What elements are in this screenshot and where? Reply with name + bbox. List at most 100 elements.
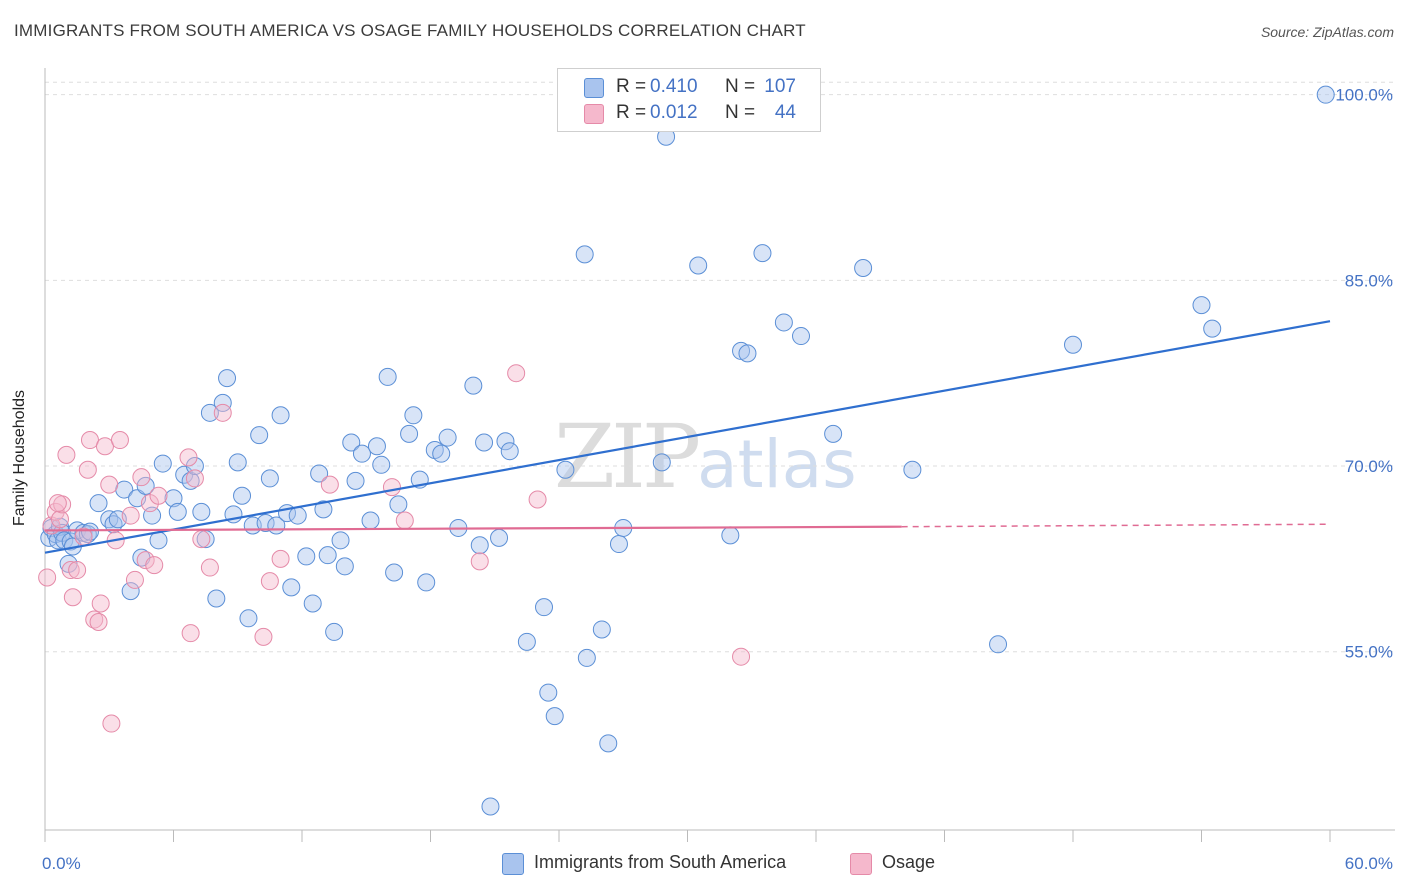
immigrants-point <box>1316 85 1335 104</box>
immigrants-point <box>342 433 361 452</box>
osage-point <box>125 570 144 589</box>
immigrants-point <box>282 578 301 597</box>
osage-point <box>181 624 200 643</box>
immigrants-point <box>417 573 436 592</box>
immigrants-point <box>470 536 489 555</box>
immigrants-point <box>517 632 536 651</box>
x-tick-label: 0.0% <box>42 854 81 873</box>
immigrants-point <box>575 245 594 264</box>
osage-point <box>260 572 279 591</box>
osage-point <box>89 613 108 632</box>
x-tick-label: 60.0% <box>1345 854 1393 873</box>
osage-point <box>507 364 526 383</box>
immigrants-point <box>168 502 187 521</box>
immigrants-point <box>1203 319 1222 338</box>
immigrants-point <box>792 327 811 346</box>
legend-r-value: 0.410 <box>650 76 698 97</box>
legend-swatch-pink <box>584 104 604 124</box>
osage-point <box>132 468 151 487</box>
legend-n-label: N = <box>725 102 756 123</box>
osage-point <box>192 530 211 549</box>
immigrants-point <box>609 535 628 554</box>
immigrants-point <box>233 486 252 505</box>
immigrants-point <box>385 563 404 582</box>
immigrants-point <box>372 455 391 474</box>
osage-point <box>145 556 164 575</box>
y-tick-label: 85.0% <box>1345 271 1393 290</box>
source-credit: Source: ZipAtlas.com <box>1260 24 1394 40</box>
immigrants-point <box>207 589 226 608</box>
immigrants-point <box>689 256 708 275</box>
immigrants-point <box>577 648 596 667</box>
immigrants-point <box>432 444 451 463</box>
immigrants-point <box>200 403 219 422</box>
immigrants-point <box>824 424 843 443</box>
osage-point <box>91 594 110 613</box>
osage-point <box>50 510 69 529</box>
immigrants-point <box>228 453 247 472</box>
legend-row-osage: R = 0.012 N = 44 <box>558 101 820 127</box>
watermark-atlas: atlas <box>697 426 857 503</box>
immigrants-point <box>303 594 322 613</box>
immigrants-point <box>854 258 873 277</box>
immigrants-point <box>1064 335 1082 354</box>
immigrants-point <box>464 376 483 395</box>
immigrants-point <box>121 582 140 601</box>
immigrants-point <box>475 433 494 452</box>
immigrants-point <box>721 526 740 545</box>
immigrants-point <box>361 511 380 530</box>
immigrants-point <box>738 344 757 363</box>
series-osage-points <box>38 364 751 733</box>
immigrants-point <box>774 313 793 332</box>
immigrants-point <box>496 432 515 451</box>
immigrants-point <box>592 620 611 639</box>
y-tick-label: 55.0% <box>1345 643 1393 662</box>
osage-point <box>63 588 82 607</box>
trend-line-osage <box>44 525 902 532</box>
immigrants-point <box>346 471 365 490</box>
osage-point <box>136 551 155 570</box>
immigrants-point <box>314 500 333 519</box>
osage-point <box>271 549 290 568</box>
chart-title: IMMIGRANTS FROM SOUTH AMERICA VS OSAGE F… <box>14 21 806 40</box>
trend-line-immigrants <box>44 320 1331 554</box>
osage-point <box>320 475 339 494</box>
immigrants-point <box>288 506 307 525</box>
immigrants-point <box>367 437 386 456</box>
immigrants-point <box>310 464 329 483</box>
immigrants-point <box>1192 296 1211 315</box>
legend-swatch-pink <box>850 853 872 875</box>
osage-point <box>470 552 489 571</box>
trend-line-osage-extension <box>901 523 1331 528</box>
immigrants-point <box>539 683 558 702</box>
legend-r-value: 0.012 <box>650 102 698 123</box>
immigrants-point <box>903 460 922 479</box>
osage-point <box>179 448 198 467</box>
legend-row-immigrants: R = 0.410 N = 107 <box>558 75 820 101</box>
immigrants-point <box>192 502 211 521</box>
correlation-legend: R = 0.410 N = 107 R = 0.012 N = 44 <box>557 68 821 132</box>
osage-point <box>395 511 414 530</box>
osage-point <box>121 506 140 525</box>
legend-n-label: N = <box>725 76 756 97</box>
immigrants-point <box>331 531 350 550</box>
series-immigrants-points <box>40 85 1335 816</box>
immigrants-point <box>378 367 397 386</box>
immigrants-point <box>556 460 575 479</box>
immigrants-point <box>335 557 354 576</box>
immigrants-point <box>753 244 772 263</box>
immigrants-point <box>545 707 564 726</box>
immigrants-point <box>535 598 554 617</box>
immigrants-point <box>389 495 408 514</box>
immigrants-point <box>136 476 155 495</box>
immigrants-point <box>213 393 232 412</box>
osage-point <box>80 431 99 450</box>
osage-point <box>200 558 219 577</box>
immigrants-point <box>256 513 275 532</box>
legend-n-value: 107 <box>764 76 796 97</box>
immigrants-point <box>500 442 519 461</box>
y-tick-label: 100.0% <box>1335 86 1393 105</box>
immigrants-point <box>239 609 258 628</box>
immigrants-point <box>260 469 279 488</box>
